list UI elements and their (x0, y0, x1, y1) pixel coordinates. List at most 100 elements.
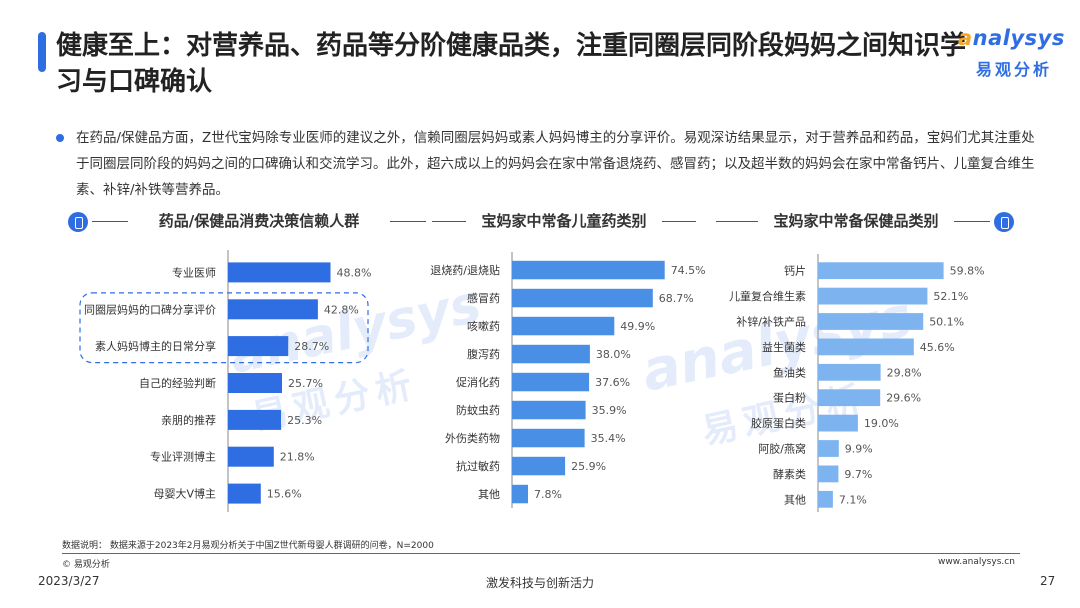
bar (228, 336, 289, 357)
bar (818, 414, 858, 432)
website-link[interactable]: www.analysys.cn (938, 557, 1015, 567)
category-label: 蛋白粉 (773, 391, 806, 405)
value-label: 25.9% (571, 460, 606, 473)
category-label: 鱼油类 (773, 365, 806, 379)
category-label: 钙片 (784, 264, 806, 278)
value-label: 9.9% (845, 443, 873, 456)
category-label: 母婴大V博主 (153, 487, 216, 501)
bar (512, 400, 586, 420)
category-label: 咳嗽药 (467, 319, 500, 333)
bar (512, 288, 653, 308)
value-label: 59.8% (950, 265, 985, 278)
value-label: 74.5% (671, 264, 706, 277)
title-divider (390, 221, 426, 222)
category-label: 促消化药 (456, 375, 500, 389)
title-divider (662, 221, 696, 222)
category-label: 益生菌类 (762, 340, 806, 354)
pin-icon-right (994, 212, 1014, 232)
bar (818, 313, 924, 330)
bar (512, 260, 665, 280)
value-label: 29.6% (886, 392, 921, 405)
highlight-box (79, 292, 369, 364)
category-label: 酵素类 (773, 467, 806, 481)
bar (512, 456, 566, 476)
bar (818, 287, 928, 305)
title-divider (432, 221, 466, 222)
chart-title-medicine: 宝妈家中常备儿童药类别 (481, 212, 647, 230)
bar (818, 338, 914, 356)
page-title: 健康至上：对营养品、药品等分阶健康品类，注重同圈层同阶段妈妈之间知识学习与口碑确… (56, 31, 967, 97)
value-label: 21.8% (280, 451, 315, 464)
value-label: 37.6% (595, 376, 630, 389)
bar (228, 409, 282, 430)
value-label: 29.8% (887, 366, 922, 379)
value-label: 25.7% (288, 377, 323, 390)
bar (818, 440, 839, 457)
bar (228, 299, 318, 320)
bar (512, 484, 528, 504)
category-label: 外伤类药物 (445, 431, 500, 445)
bar (818, 389, 881, 407)
category-label: 其他 (478, 488, 500, 501)
report-date: 2023/3/27 (38, 574, 100, 588)
data-note: 数据说明： 数据来源于2023年2月易观分析关于中国Z世代新母婴人群调研的问卷，… (62, 541, 434, 551)
bar (228, 483, 261, 504)
category-label: 退烧药/退烧贴 (430, 263, 500, 277)
value-label: 7.1% (839, 493, 867, 506)
value-label: 50.1% (929, 316, 964, 329)
value-label: 35.4% (591, 432, 626, 445)
value-label: 35.9% (592, 404, 627, 417)
footer-divider (62, 553, 1020, 554)
category-label: 感冒药 (467, 292, 500, 305)
logo-wordmark: analysys (958, 26, 1065, 50)
bar (512, 316, 615, 336)
category-label: 其他 (784, 493, 806, 506)
bar (228, 262, 331, 283)
category-label: 补锌/补铁产品 (736, 315, 806, 329)
title-accent-bar (38, 32, 46, 72)
chart-title-trust: 药品/保健品消费决策信赖人群 (158, 212, 360, 230)
value-label: 49.9% (620, 320, 655, 333)
logo-chinese: 易观分析 (976, 60, 1053, 79)
value-label: 52.1% (933, 290, 968, 303)
bar (228, 446, 274, 467)
category-label: 防蚊虫药 (456, 403, 500, 417)
category-label: 儿童复合维生素 (729, 289, 806, 303)
value-label: 7.8% (534, 488, 562, 501)
copyright: © 易观分析 (62, 560, 110, 570)
category-label: 同圈层妈妈的口碑分享评价 (84, 302, 216, 316)
category-label: 自己的经验判断 (139, 376, 216, 390)
pin-icon-left (68, 212, 88, 232)
bar (818, 465, 839, 483)
chart-title-supplement: 宝妈家中常备保健品类别 (773, 212, 939, 230)
value-label: 45.6% (920, 341, 955, 354)
category-label: 抗过敏药 (456, 459, 500, 473)
category-label: 专业评测博主 (150, 450, 216, 464)
analysys-logo: analysys 易观分析 (958, 26, 1068, 82)
slogan: 激发科技与创新活力 (485, 576, 594, 590)
bar (818, 262, 944, 280)
bar (818, 363, 881, 381)
page-number: 27 (1040, 574, 1056, 588)
category-label: 胶原蛋白类 (751, 416, 806, 430)
value-label: 48.8% (337, 266, 372, 279)
value-label: 19.0% (864, 417, 899, 430)
category-label: 阿胶/燕窝 (758, 442, 806, 456)
category-label: 素人妈妈博主的日常分享 (95, 339, 216, 353)
category-label: 亲朋的推荐 (161, 413, 216, 427)
title-divider (716, 221, 758, 222)
value-label: 25.3% (287, 414, 322, 427)
value-label: 9.7% (844, 468, 872, 481)
category-label: 专业医师 (172, 265, 216, 279)
bar (512, 372, 590, 392)
bar (818, 490, 833, 508)
value-label: 15.6% (267, 488, 302, 501)
bar (228, 373, 282, 393)
bar (512, 428, 585, 448)
title-divider (92, 221, 128, 222)
bar (512, 344, 590, 364)
category-label: 腹泻药 (467, 347, 500, 361)
value-label: 38.0% (596, 348, 631, 361)
value-label: 68.7% (659, 292, 694, 305)
